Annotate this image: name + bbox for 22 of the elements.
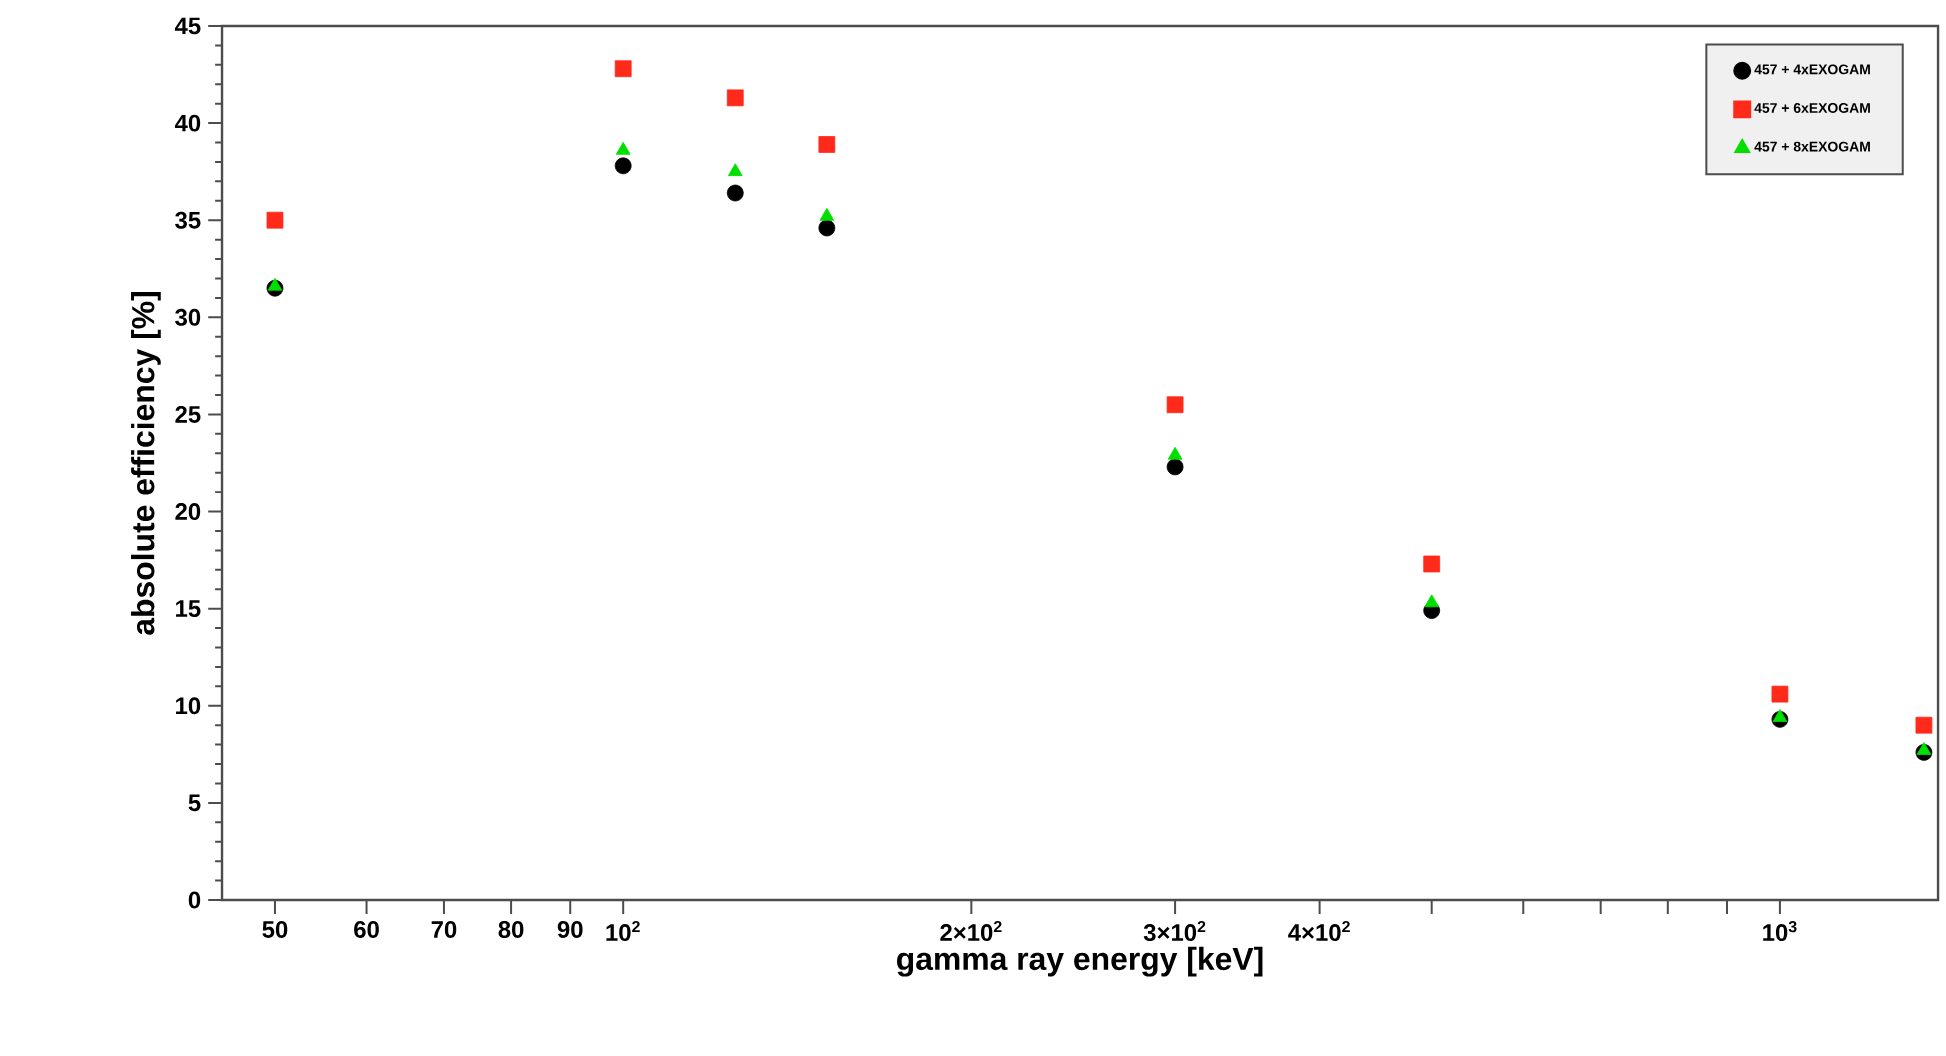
y-axis-title: absolute efficiency [%] xyxy=(131,292,161,635)
x-tick-label: 2×10$^{2}$ xyxy=(940,920,1002,942)
x-tick-label: 60 xyxy=(354,920,379,938)
x-axis-title: gamma ray energy [keV] xyxy=(897,946,1263,977)
y-tick-label: 35 xyxy=(175,211,201,229)
y-tick-label: 20 xyxy=(175,503,201,520)
y-tick-label: 30 xyxy=(175,308,201,326)
x-tick-label: 10$^{2}$ xyxy=(606,920,640,942)
y-tick-label: 5 xyxy=(188,794,201,812)
y-tick-label: 40 xyxy=(174,114,201,132)
x-tick-label: 10$^{3}$ xyxy=(1763,920,1797,942)
x-tick-label: 70 xyxy=(431,920,457,938)
x-tick-label: 80 xyxy=(498,920,524,938)
y-tick-label: 10 xyxy=(176,697,201,715)
x-tick-label: 90 xyxy=(557,920,583,938)
y-tick-label: 25 xyxy=(175,405,201,423)
y-tick-label: 0 xyxy=(188,891,201,909)
x-tick-label: 4×10$^{2}$ xyxy=(1288,920,1350,942)
x-tick-label: 3×10$^{2}$ xyxy=(1143,920,1206,942)
y-tick-label: 15 xyxy=(176,600,201,617)
y-tick-label: 45 xyxy=(174,17,201,35)
x-tick-label: 50 xyxy=(262,920,288,938)
